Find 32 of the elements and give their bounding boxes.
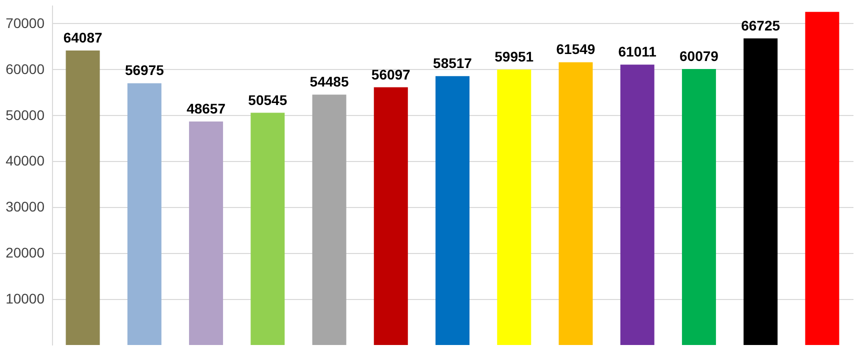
y-tick-label: 30000 [6,198,45,215]
data-label: 61549 [556,41,596,58]
data-label: 59951 [494,48,534,65]
data-label: 48657 [186,100,226,116]
y-tick-label: 60000 [6,60,45,77]
data-label: 50545 [248,92,288,108]
data-label: 66725 [741,17,780,34]
bar [805,12,840,345]
bar [250,112,285,345]
bar [66,50,100,345]
y-tick-label: 20000 [6,244,45,261]
bar [744,38,778,345]
y-tick-label: 70000 [6,14,45,31]
data-label: 56097 [371,66,411,82]
data-label: 56975 [124,62,164,78]
bar [127,83,162,345]
y-tick-label: 10000 [6,290,45,307]
bar [682,68,716,345]
y-tick-label: 40000 [6,152,45,169]
data-label: 60079 [679,48,719,64]
bar [189,121,224,345]
data-label: 58517 [433,55,472,72]
bar [497,70,532,345]
data-label: 64087 [63,30,102,46]
y-tick-label: 50000 [6,106,45,123]
bar [312,94,346,345]
data-label: 54485 [310,74,349,90]
bar [558,62,593,345]
bar [620,64,654,345]
data-label: 61011 [618,44,657,60]
bar [436,76,470,345]
bar [374,87,408,345]
